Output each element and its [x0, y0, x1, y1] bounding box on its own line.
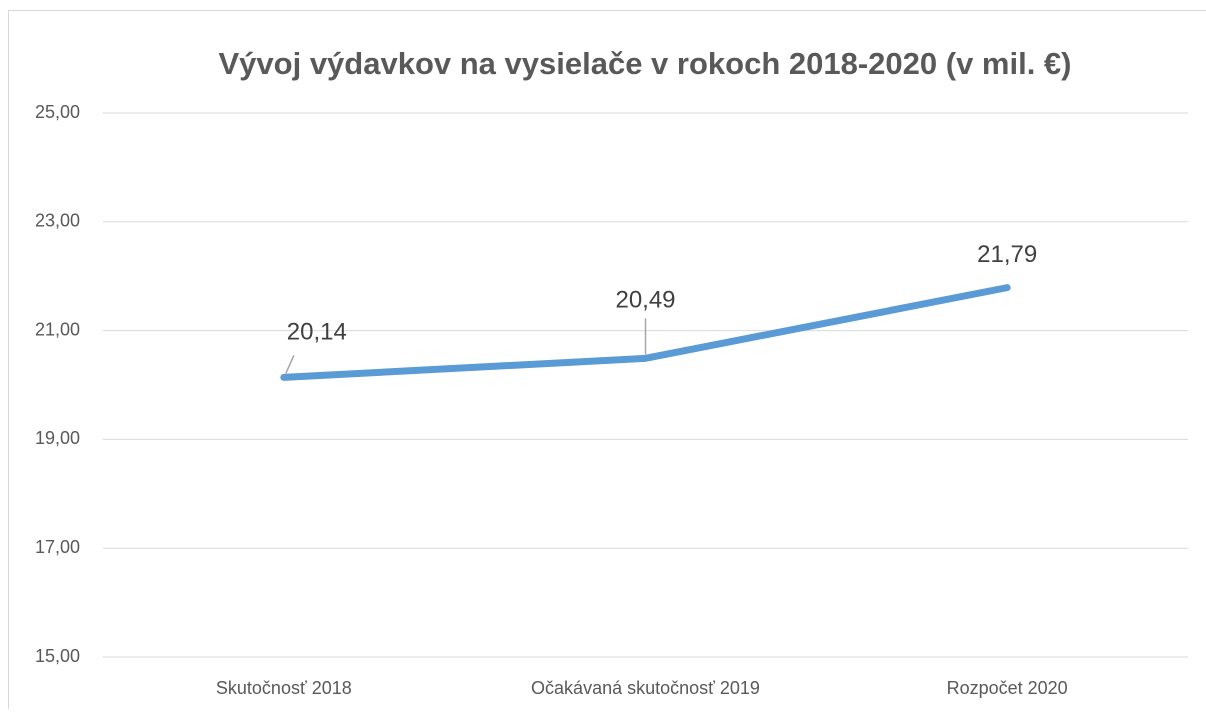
y-tick-label: 19,00 [35, 428, 80, 448]
y-tick-label: 25,00 [35, 102, 80, 122]
y-tick-label: 17,00 [35, 537, 80, 557]
y-tick-label: 15,00 [35, 646, 80, 666]
data-label: 20,14 [287, 319, 347, 346]
x-tick-label: Rozpočet 2020 [947, 678, 1068, 698]
data-label: 21,79 [977, 241, 1037, 268]
data-label: 20,49 [615, 287, 675, 314]
x-tick-label: Skutočnosť 2018 [216, 678, 352, 698]
chart-title: Vývoj výdavkov na vysielače v rokoch 201… [219, 46, 1072, 81]
y-tick-label: 23,00 [35, 211, 80, 231]
y-tick-label: 21,00 [35, 319, 80, 339]
x-tick-label: Očakávaná skutočnosť 2019 [531, 678, 760, 698]
